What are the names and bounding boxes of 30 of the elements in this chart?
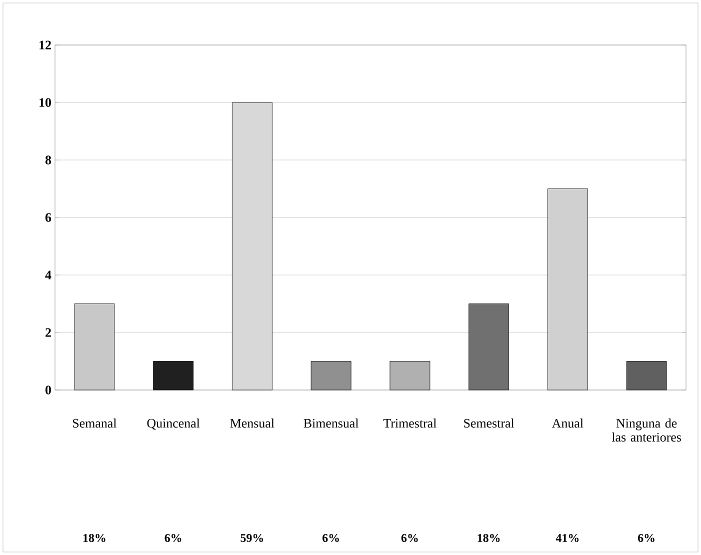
y-tick-label: 12	[40, 40, 51, 50]
y-tick-label: 6	[45, 213, 52, 222]
x-tick-label: Bimensual	[304, 418, 359, 428]
y-tick-label: 8	[45, 156, 52, 164]
text: 18%	[478, 534, 500, 542]
x-tick-label: Trimestral	[383, 418, 436, 428]
y-tick-label: 0	[46, 386, 51, 394]
text: 59%	[240, 534, 264, 542]
x-tick-label: Semestral	[464, 418, 514, 428]
bar	[468, 304, 510, 390]
bar	[153, 361, 194, 390]
text: 6%	[638, 534, 654, 542]
x-tick-label: Quincenal	[147, 418, 200, 430]
x-tick-label: Mensual	[230, 418, 274, 428]
y-tick-label: 4	[45, 270, 52, 280]
y-tick-label: 10	[40, 98, 51, 107]
bar	[547, 188, 588, 390]
text: 6%	[322, 534, 339, 542]
text: 41%	[556, 534, 579, 542]
x-tick-label: Ninguna de las anteriores	[612, 418, 681, 442]
x-tick-label: Anual	[552, 418, 584, 428]
text: 6%	[164, 534, 182, 542]
bar	[232, 102, 272, 390]
text: 18%	[83, 534, 106, 542]
text: 6%	[401, 534, 418, 542]
y-tick-label: 2	[46, 328, 51, 337]
bar	[626, 361, 667, 390]
bar	[390, 361, 430, 390]
x-tick-label: Semanal	[73, 418, 116, 428]
bar	[310, 361, 352, 390]
